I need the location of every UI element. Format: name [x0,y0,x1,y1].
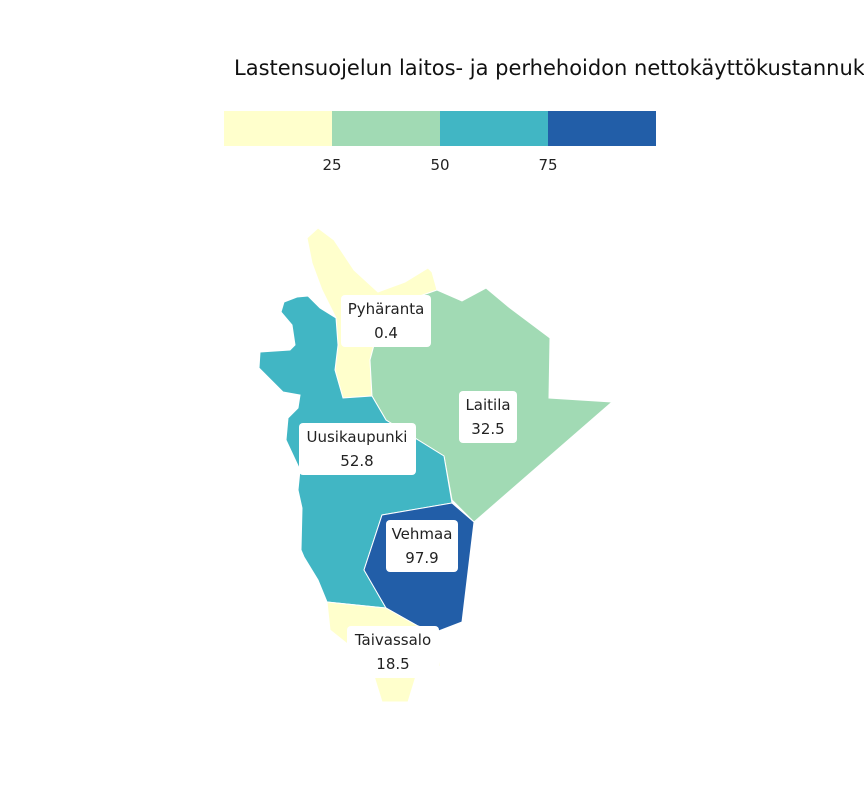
label-box [341,295,431,347]
legend-tick-1: 25 [322,156,341,174]
region-value: 52.8 [340,452,373,470]
region-value: 0.4 [374,324,398,342]
label-box [386,520,458,572]
legend-bin-1 [224,111,332,146]
label-uusikaupunki: Uusikaupunki 52.8 [299,423,416,475]
legend-tick-3: 75 [538,156,557,174]
region-value: 97.9 [405,549,438,567]
legend-tick-2: 50 [430,156,449,174]
label-box [459,391,517,443]
region-name: Taivassalo [354,631,431,649]
region-name: Laitila [465,396,510,414]
region-value: 18.5 [376,655,409,673]
legend-bin-4 [548,111,656,146]
legend: 25 50 75 [224,111,656,174]
label-box [347,626,439,678]
legend-bin-2 [332,111,440,146]
region-value: 32.5 [471,420,504,438]
label-taivassalo: Taivassalo 18.5 [347,626,439,678]
legend-bin-3 [440,111,548,146]
map-title: Lastensuojelun laitos- ja perhehoidon ne… [234,56,864,80]
region-labels: Pyhäranta 0.4 Laitila 32.5 Uusikaupunki … [299,295,517,678]
label-pyharanta: Pyhäranta 0.4 [341,295,431,347]
label-vehmaa: Vehmaa 97.9 [386,520,458,572]
region-name: Uusikaupunki [307,428,408,446]
region-name: Pyhäranta [348,300,425,318]
region-name: Vehmaa [392,525,453,543]
label-laitila: Laitila 32.5 [459,391,517,443]
label-box [299,423,416,475]
